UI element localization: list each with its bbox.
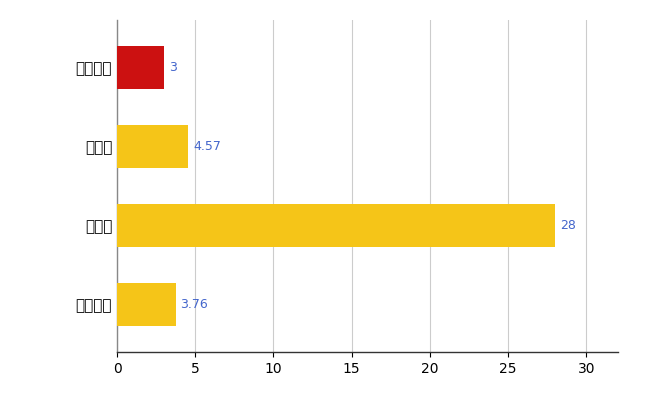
Text: 3: 3 bbox=[168, 61, 177, 74]
Text: 4.57: 4.57 bbox=[193, 140, 221, 153]
Bar bbox=[117, 283, 176, 326]
Bar bbox=[117, 204, 555, 247]
Bar bbox=[117, 46, 164, 89]
Text: 28: 28 bbox=[560, 219, 575, 232]
Bar bbox=[117, 125, 188, 168]
Text: 3.76: 3.76 bbox=[181, 298, 208, 311]
